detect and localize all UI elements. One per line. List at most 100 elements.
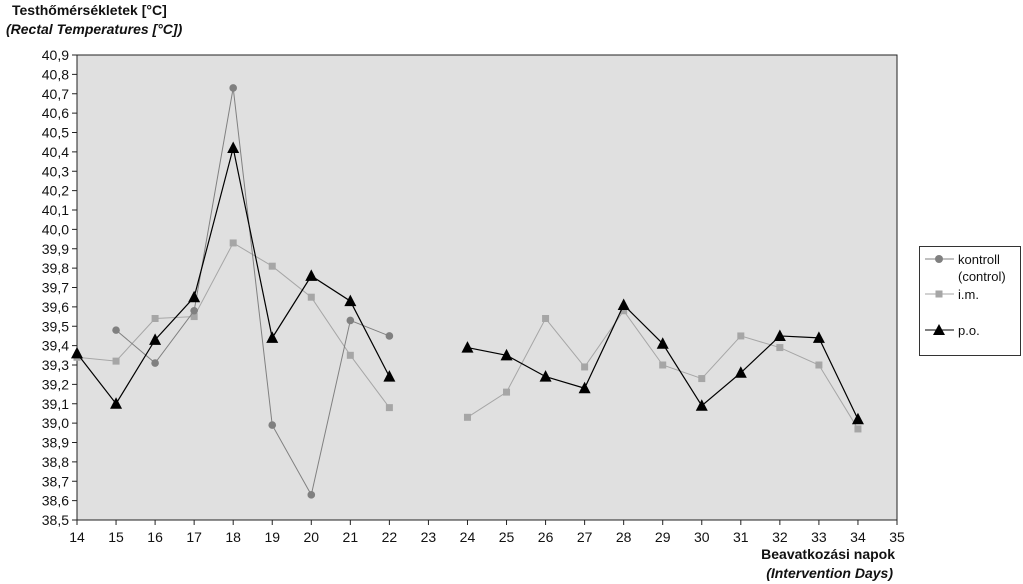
point-kontroll xyxy=(268,421,277,429)
x-tick-label: 23 xyxy=(421,529,437,545)
legend-label-kontroll: kontroll xyxy=(958,252,1000,267)
y-tick-label: 38,5 xyxy=(42,512,69,528)
point-po xyxy=(344,294,357,307)
y-tick-label: 40,1 xyxy=(42,202,69,218)
point-po xyxy=(383,370,396,382)
x-tick-label: 22 xyxy=(382,529,398,545)
point-im xyxy=(659,361,667,369)
x-tick-label: 30 xyxy=(694,529,710,545)
legend-label-control: (control) xyxy=(958,269,1006,284)
point-im xyxy=(815,361,823,369)
point-po xyxy=(851,412,864,425)
y-tick-label: 40,7 xyxy=(42,86,69,102)
point-im xyxy=(307,293,315,301)
point-kontroll xyxy=(112,326,120,334)
y-tick-label: 39,1 xyxy=(42,396,69,412)
x-tick-label: 21 xyxy=(343,529,359,545)
y-axis-title: Testhőmérsékletek [°C] xyxy=(12,2,167,18)
series-line-kontroll xyxy=(115,87,390,497)
x-tick-label: 35 xyxy=(889,529,905,545)
x-tick-label: 18 xyxy=(225,529,241,545)
point-po xyxy=(578,381,591,394)
x-tick-label: 32 xyxy=(772,529,788,545)
y-tick-label: 39,9 xyxy=(42,241,69,257)
point-im xyxy=(346,351,354,359)
point-im xyxy=(463,413,471,421)
point-kontroll xyxy=(346,316,355,325)
point-im xyxy=(385,404,393,412)
y-tick-label: 40,0 xyxy=(42,221,69,237)
x-axis-title: Beavatkozási napok xyxy=(761,546,895,562)
point-im xyxy=(151,315,159,322)
point-im xyxy=(542,315,550,322)
x-tick-label: 20 xyxy=(303,529,319,545)
point-im xyxy=(112,357,120,365)
y-tick-label: 39,8 xyxy=(42,260,69,276)
x-tick-label: 34 xyxy=(850,529,866,545)
y-tick-label: 40,8 xyxy=(42,66,69,82)
y-tick-label: 39,6 xyxy=(42,299,69,315)
point-kontroll xyxy=(151,359,159,367)
point-im xyxy=(503,388,511,396)
point-po xyxy=(149,333,162,345)
y-axis-title-english: (Rectal Temperatures [°C]) xyxy=(6,21,183,37)
x-tick-label: 26 xyxy=(538,529,554,545)
y-tick-label: 38,6 xyxy=(42,493,69,509)
x-tick-label: 19 xyxy=(264,529,280,545)
point-po xyxy=(695,399,708,411)
point-kontroll xyxy=(307,491,316,499)
y-tick-label: 39,3 xyxy=(42,357,69,373)
point-po xyxy=(461,341,474,353)
legend-circle-marker xyxy=(925,255,954,263)
x-tick-label: 33 xyxy=(811,529,827,545)
point-po xyxy=(812,331,825,343)
x-tick-label: 14 xyxy=(69,529,85,545)
point-po xyxy=(539,370,552,382)
y-tick-label: 40,2 xyxy=(42,183,69,199)
y-tick-label: 38,7 xyxy=(42,473,69,489)
point-kontroll xyxy=(229,84,237,92)
point-im xyxy=(737,332,745,340)
x-tick-label: 15 xyxy=(108,529,124,545)
point-po xyxy=(188,290,201,303)
legend-label-po: p.o. xyxy=(958,323,980,338)
point-im xyxy=(854,425,862,433)
y-tick-label: 40,5 xyxy=(42,125,69,141)
point-po xyxy=(656,337,669,349)
y-tick-label: 39,5 xyxy=(42,318,69,334)
y-tick-label: 38,8 xyxy=(42,454,69,470)
legend-square-marker xyxy=(925,290,954,298)
x-tick-label: 27 xyxy=(577,529,593,545)
x-axis-title-english: (Intervention Days) xyxy=(766,565,893,581)
point-kontroll xyxy=(190,306,198,315)
y-tick-label: 39,7 xyxy=(42,280,69,296)
x-tick-label: 31 xyxy=(733,529,749,545)
y-tick-label: 39,2 xyxy=(42,376,69,392)
x-tick-label: 24 xyxy=(460,529,476,545)
y-tick-label: 39,4 xyxy=(42,338,69,354)
point-im xyxy=(620,307,628,315)
point-po xyxy=(734,366,747,378)
point-po xyxy=(500,348,513,361)
point-im xyxy=(268,262,276,270)
legend-label-im: i.m. xyxy=(958,287,979,302)
x-tick-label: 17 xyxy=(186,529,202,545)
point-im xyxy=(581,363,589,371)
point-kontroll xyxy=(385,332,394,340)
legend-triangle-marker xyxy=(925,324,954,335)
point-po xyxy=(305,269,318,281)
point-po xyxy=(773,329,786,341)
point-po xyxy=(110,397,123,409)
x-tick-label: 25 xyxy=(499,529,515,545)
x-tick-label: 29 xyxy=(655,529,671,545)
x-tick-label: 28 xyxy=(616,529,632,545)
x-tick-label: 16 xyxy=(147,529,163,545)
point-im xyxy=(190,313,198,321)
point-po xyxy=(266,331,279,343)
legend: kontroll (control) i.m. p.o. xyxy=(919,246,1021,356)
y-tick-label: 38,9 xyxy=(42,435,69,451)
y-tick-label: 40,6 xyxy=(42,105,69,121)
y-tick-label: 40,3 xyxy=(42,163,69,179)
point-im xyxy=(698,375,706,383)
